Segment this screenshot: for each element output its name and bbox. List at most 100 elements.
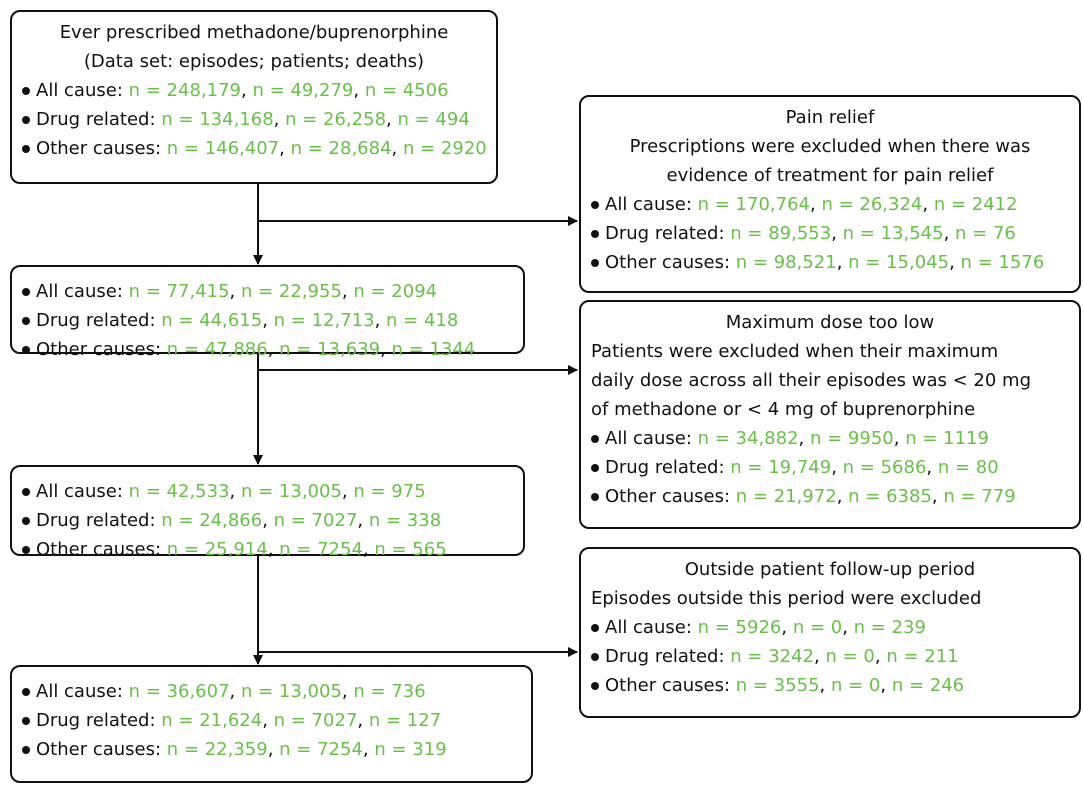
count: n = 338 (368, 510, 442, 531)
item: Other causes: n = 47,886, n = 13,639, n … (22, 335, 513, 364)
separator: , (273, 109, 286, 130)
item-label: Other causes: (605, 252, 731, 273)
count: n = 77,415 (128, 281, 230, 302)
box: Maximum dose too low Patients were exclud… (579, 300, 1081, 529)
box: Outside patient follow-up period Episodes… (579, 547, 1081, 718)
item-label: All cause: (605, 428, 692, 449)
box: Pain relief Prescriptions were excluded w… (579, 95, 1081, 293)
separator: , (781, 617, 793, 638)
bullet (591, 259, 599, 267)
item-label: Drug related: (36, 710, 156, 731)
box: Ever prescribed methadone/buprenorphine (… (10, 10, 498, 184)
item: Other causes: n = 3555, n = 0, n = 246 (591, 671, 1069, 700)
box-text: Prescriptions were excluded when there w… (629, 136, 1031, 157)
separator: , (836, 486, 849, 507)
item-label: All cause: (36, 681, 123, 702)
count: n = 248,179 (128, 80, 241, 101)
count: n = 2412 (933, 194, 1018, 215)
item: Other causes: n = 25,914, n = 7254, n = … (22, 535, 513, 564)
item: Drug related: n = 3242, n = 0, n = 211 (591, 642, 1069, 671)
bullet (591, 201, 599, 209)
bullet (591, 464, 599, 472)
count: n = 19,749 (730, 457, 832, 478)
item-label: Drug related: (605, 457, 725, 478)
bullet (22, 746, 30, 754)
separator: , (810, 194, 822, 215)
count: n = 22,955 (241, 281, 342, 302)
separator: , (374, 310, 387, 331)
count: n = 1119 (905, 428, 989, 449)
item-label: Other causes: (36, 739, 162, 760)
item: Drug related: n = 19,749, n = 5686, n = … (591, 453, 1069, 482)
box-text: Ever prescribed methadone/buprenorphine (59, 22, 449, 43)
count: n = 12,713 (273, 310, 375, 331)
separator: , (380, 339, 392, 360)
item-label: Drug related: (605, 223, 725, 244)
count: n = 13,005 (241, 681, 342, 702)
item: All cause: n = 170,764, n = 26,324, n = … (591, 190, 1069, 219)
item-label: All cause: (605, 194, 692, 215)
separator: , (341, 681, 354, 702)
count: n = 170,764 (697, 194, 810, 215)
count: n = 7027 (273, 510, 358, 531)
count: n = 5686 (842, 457, 927, 478)
count: n = 0 (792, 617, 843, 638)
separator: , (341, 481, 354, 502)
box-text: evidence of treatment for pain relief (666, 165, 994, 186)
count: n = 975 (353, 481, 426, 502)
item: All cause: n = 77,415, n = 22,955, n = 2… (22, 277, 513, 306)
box: All cause: n = 77,415, n = 22,955, n = 2… (10, 265, 525, 360)
bullet (591, 624, 599, 632)
count: n = 47,886 (166, 339, 268, 360)
separator: , (386, 109, 398, 130)
separator: , (893, 428, 906, 449)
count: n = 26,324 (821, 194, 923, 215)
count: n = 49,279 (252, 80, 354, 101)
count: n = 21,624 (161, 710, 263, 731)
item-label: All cause: (36, 80, 123, 101)
box: All cause: n = 36,607, n = 13,005, n = 7… (10, 665, 533, 783)
separator: , (241, 80, 253, 101)
count: n = 736 (353, 681, 426, 702)
count: n = 9950 (810, 428, 894, 449)
separator: , (267, 739, 280, 760)
separator: , (229, 281, 241, 302)
separator: , (262, 310, 274, 331)
count: n = 22,359 (166, 739, 268, 760)
separator: , (229, 481, 241, 502)
separator: , (391, 138, 403, 159)
separator: , (341, 281, 354, 302)
count: n = 26,258 (285, 109, 387, 130)
separator: , (842, 617, 854, 638)
item: All cause: n = 36,607, n = 13,005, n = 7… (22, 677, 521, 706)
item-label: Drug related: (36, 109, 156, 130)
box-title: Outside patient follow-up period (684, 559, 976, 580)
count: n = 44,615 (161, 310, 263, 331)
bullet (591, 682, 599, 690)
item: All cause: n = 34,882, n = 9950, n = 111… (591, 424, 1069, 453)
separator: , (819, 675, 831, 696)
item-label: Other causes: (36, 138, 162, 159)
separator: , (949, 252, 961, 273)
count: n = 1344 (391, 339, 476, 360)
separator: , (357, 510, 369, 531)
bullet (22, 717, 30, 725)
item-label: Other causes: (605, 675, 731, 696)
count: n = 0 (825, 646, 875, 667)
item-label: Other causes: (605, 486, 731, 507)
separator: , (362, 739, 375, 760)
item: Drug related: n = 24,866, n = 7027, n = … (22, 506, 513, 535)
bullet (22, 517, 30, 525)
count: n = 25,914 (166, 539, 268, 560)
count: n = 3555 (735, 675, 820, 696)
separator: , (874, 646, 887, 667)
count: n = 89,553 (730, 223, 832, 244)
bullet (22, 688, 30, 696)
count: n = 13,639 (279, 339, 381, 360)
count: n = 13,005 (241, 481, 342, 502)
count: n = 1576 (960, 252, 1045, 273)
separator: , (357, 710, 369, 731)
item: All cause: n = 248,179, n = 49,279, n = … (22, 76, 486, 105)
